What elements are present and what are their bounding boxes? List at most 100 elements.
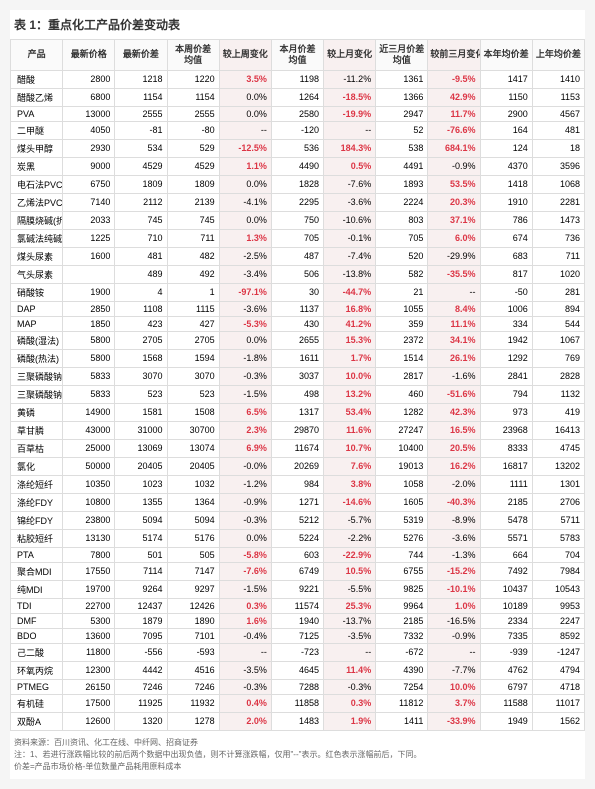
- cell: 12300: [63, 661, 115, 679]
- cell: 11.4%: [324, 661, 376, 679]
- cell: 5833: [63, 367, 115, 385]
- cell: 1.3%: [219, 229, 271, 247]
- cell: 1278: [167, 712, 219, 730]
- cell: 6.5%: [219, 403, 271, 421]
- table-row: 磷酸(热法)580015681594-1.8%16111.7%151426.1%…: [11, 349, 585, 367]
- cell: 14900: [63, 403, 115, 421]
- cell: --: [324, 121, 376, 139]
- cell: 7246: [115, 679, 167, 694]
- cell: 482: [167, 247, 219, 265]
- cell: 11.6%: [324, 421, 376, 439]
- cell: 6.0%: [428, 229, 480, 247]
- cell: 1153: [532, 88, 584, 106]
- cell: 1154: [115, 88, 167, 106]
- cell: 487: [271, 247, 323, 265]
- cell: -76.6%: [428, 121, 480, 139]
- cell: 6800: [63, 88, 115, 106]
- cell: 498: [271, 385, 323, 403]
- cell: -10.6%: [324, 211, 376, 229]
- cell: 1410: [532, 70, 584, 88]
- cell: 1115: [167, 301, 219, 316]
- cell: BDO: [11, 628, 63, 643]
- cell: 12600: [63, 712, 115, 730]
- cell: 711: [532, 247, 584, 265]
- cell: 23968: [480, 421, 532, 439]
- cell: -1.8%: [219, 349, 271, 367]
- cell: -51.6%: [428, 385, 480, 403]
- cell: 1828: [271, 175, 323, 193]
- cell: 1900: [63, 283, 115, 301]
- cell: 523: [167, 385, 219, 403]
- table-row: 二甲醚4050-81-80---120--52-76.6%164481: [11, 121, 585, 139]
- cell: 1150: [480, 88, 532, 106]
- cell: 281: [532, 283, 584, 301]
- cell: -2.5%: [219, 247, 271, 265]
- cell: 16.5%: [428, 421, 480, 439]
- cell: 13130: [63, 529, 115, 547]
- cell: 12426: [167, 598, 219, 613]
- cell: -5.5%: [324, 580, 376, 598]
- cell: 5800: [63, 331, 115, 349]
- cell: 1417: [480, 70, 532, 88]
- cell: 1473: [532, 211, 584, 229]
- table-row: 醋酸乙烯6800115411540.0%1264-18.5%136642.9%1…: [11, 88, 585, 106]
- cell: 涤纶FDY: [11, 493, 63, 511]
- table-row: 己二酸11800-556-593---723---672---939-1247: [11, 643, 585, 661]
- cell: -7.6%: [324, 175, 376, 193]
- cell: 52: [376, 121, 428, 139]
- cell: 5833: [63, 385, 115, 403]
- cell: 6750: [63, 175, 115, 193]
- cell: 0.0%: [219, 331, 271, 349]
- col-header: 近三月价差均值: [376, 40, 428, 71]
- cell: 11812: [376, 694, 428, 712]
- cell: 520: [376, 247, 428, 265]
- cell: -0.3%: [324, 679, 376, 694]
- cell: 29870: [271, 421, 323, 439]
- cell: 2247: [532, 613, 584, 628]
- cell: -9.5%: [428, 70, 480, 88]
- cell: --: [428, 643, 480, 661]
- cell: 492: [167, 265, 219, 283]
- cell: PVA: [11, 106, 63, 121]
- table-row: 涤纶短纤1035010231032-1.2%9843.8%1058-2.0%11…: [11, 475, 585, 493]
- cell: 聚合MDI: [11, 562, 63, 580]
- cell: 1225: [63, 229, 115, 247]
- cell: 11588: [480, 694, 532, 712]
- cell: 30700: [167, 421, 219, 439]
- cell: 2655: [271, 331, 323, 349]
- cell: 0.0%: [219, 175, 271, 193]
- cell: -1.6%: [428, 367, 480, 385]
- cell: 4370: [480, 157, 532, 175]
- cell: 5176: [167, 529, 219, 547]
- cell: --: [428, 283, 480, 301]
- cell: 1154: [167, 88, 219, 106]
- table-row: TDI2270012437124260.3%1157425.3%99641.0%…: [11, 598, 585, 613]
- cell: 三聚磷酸钠(热法): [11, 385, 63, 403]
- cell: -1.2%: [219, 475, 271, 493]
- cell: -3.6%: [428, 529, 480, 547]
- col-header: 本周价差均值: [167, 40, 219, 71]
- cell: 氯化: [11, 457, 63, 475]
- cell: 炭黑: [11, 157, 63, 175]
- cell: -2.2%: [324, 529, 376, 547]
- cell: --: [324, 643, 376, 661]
- cell: 5711: [532, 511, 584, 529]
- cell: -3.6%: [324, 193, 376, 211]
- cell: 1317: [271, 403, 323, 421]
- cell: 11858: [271, 694, 323, 712]
- cell: -2.0%: [428, 475, 480, 493]
- cell: 电石法PVC: [11, 175, 63, 193]
- cell: 1940: [271, 613, 323, 628]
- cell: 纯MDI: [11, 580, 63, 598]
- cell: 4516: [167, 661, 219, 679]
- cell: --: [219, 643, 271, 661]
- table-row: 聚合MDI1755071147147-7.6%674910.5%6755-15.…: [11, 562, 585, 580]
- cell: 1108: [115, 301, 167, 316]
- cell: 17550: [63, 562, 115, 580]
- table-row: 氯化500002040520405-0.0%202697.6%1901316.2…: [11, 457, 585, 475]
- cell: -0.4%: [219, 628, 271, 643]
- cell: -0.9%: [219, 493, 271, 511]
- cell: -12.5%: [219, 139, 271, 157]
- cell: -0.1%: [324, 229, 376, 247]
- cell: 隔膜烧碱(折100%): [11, 211, 63, 229]
